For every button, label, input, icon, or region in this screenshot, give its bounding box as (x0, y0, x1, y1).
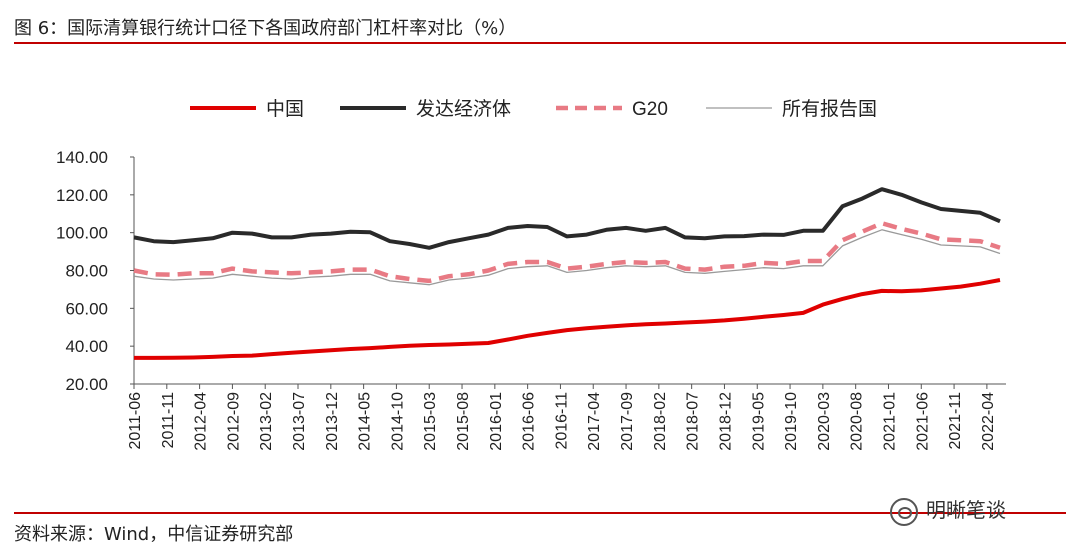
y-tick-label: 140.00 (56, 148, 108, 167)
legend-label: G20 (632, 99, 668, 120)
x-axis: 2011-06 2011-11 2012-04 2012-09 2013-02 2013-… (127, 383, 1006, 451)
y-tick-label: 100.00 (56, 224, 108, 243)
x-tick-label: 2013-02 (258, 392, 275, 451)
x-tick-label: 2014-05 (357, 392, 374, 451)
x-tick-label: 2014-10 (389, 392, 406, 451)
x-tick-label: 2017-09 (619, 392, 636, 451)
watermark: 明晰笔谈 (890, 494, 1006, 526)
x-tick-label: 2018-07 (685, 392, 702, 451)
wechat-icon (890, 497, 918, 526)
y-tick-label: 60.00 (65, 299, 108, 318)
x-tick-label: 2021-06 (914, 392, 931, 451)
y-tick-label: 40.00 (65, 337, 108, 356)
x-tick-label: 2019-10 (783, 392, 800, 451)
x-tick-label: 2017-04 (586, 392, 603, 451)
y-tick-label: 120.00 (56, 186, 108, 205)
series-line-1 (133, 187, 1001, 250)
x-tick-label: 2018-12 (717, 392, 734, 451)
y-tick-label: 20.00 (65, 375, 108, 394)
x-tick-label: 2018-02 (652, 392, 669, 451)
x-tick-label: 2019-05 (750, 392, 767, 451)
x-tick-label: 2012-09 (225, 392, 242, 451)
footer-divider (14, 512, 1066, 514)
x-tick-label: 2011-11 (160, 392, 177, 448)
legend-label: 所有报告国 (782, 98, 877, 120)
x-tick-label: 2022-04 (980, 392, 997, 451)
x-tick-label: 2016-01 (488, 392, 505, 451)
legend-label: 发达经济体 (416, 98, 511, 120)
x-tick-label: 2013-07 (291, 392, 308, 451)
watermark-label: 明晰笔谈 (926, 498, 1006, 522)
x-tick-label: 2012-04 (193, 392, 210, 451)
x-tick-label: 2021-01 (881, 392, 898, 451)
x-tick-label: 2011-06 (127, 392, 144, 450)
series-line-0 (134, 278, 1001, 360)
plot-area (133, 187, 1001, 360)
series-line-2 (133, 220, 1001, 284)
x-tick-label: 2015-03 (422, 392, 439, 451)
series-line-3 (133, 229, 1001, 286)
x-tick-label: 2015-08 (455, 392, 472, 451)
x-tick-label: 2016-11 (553, 392, 570, 450)
x-tick-label: 2020-08 (849, 392, 866, 451)
x-tick-label: 2016-06 (521, 392, 538, 451)
y-axis: 20.00 40.00 60.00 80.00 100.00 120.00 140.00 (56, 148, 135, 394)
legend-label: 中国 (266, 98, 304, 120)
source-note: 资料来源：Wind，中信证券研究部 (14, 524, 294, 545)
x-tick-label: 2020-03 (816, 392, 833, 451)
figure-title: 图 6：国际清算银行统计口径下各国政府部门杠杆率对比（%） (14, 18, 517, 39)
y-tick-label: 80.00 (65, 262, 108, 281)
x-tick-label: 2013-12 (324, 392, 341, 451)
chart-legend: 中国 发达经济体 G20 所有报告国 (190, 98, 877, 120)
x-tick-label: 2021-11 (947, 392, 964, 450)
title-divider (14, 42, 1066, 44)
